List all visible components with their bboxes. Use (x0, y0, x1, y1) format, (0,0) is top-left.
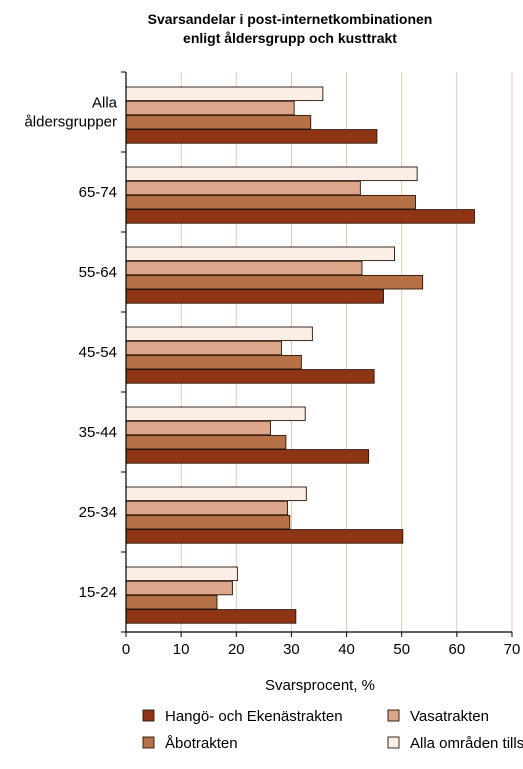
category-label-1-0: 65-74 (79, 184, 117, 201)
category-label-2-0: 55-64 (79, 264, 117, 281)
bar-6-2 (125, 594, 218, 610)
bar-0-1 (125, 100, 295, 116)
bar-6-0 (125, 566, 238, 582)
bar-1-2 (125, 194, 416, 210)
legend-label-1-0: Åbotrakten (165, 735, 238, 752)
legend-label-0-1: Vasatrakten (410, 708, 489, 725)
bar-5-3 (125, 529, 404, 544)
category-label-0-0: Alla (92, 95, 118, 112)
bar-4-3 (125, 449, 370, 464)
bar-2-3 (125, 289, 384, 304)
bar-4-2 (125, 434, 287, 450)
bar-5-2 (125, 514, 291, 530)
bar-1-0 (125, 166, 418, 182)
plot-area: Alla åldersgrupper 65-74 55-64 45-54 35-44 25-… (24, 71, 521, 658)
legend-swatch-0-0 (142, 709, 155, 722)
category-label-0-1: åldersgrupper (24, 114, 117, 131)
category-label-5-0: 25-34 (79, 504, 117, 521)
x-tick-label-20: 20 (228, 641, 245, 658)
x-tick-label-40: 40 (338, 641, 355, 658)
bar-2-1 (125, 260, 363, 276)
legend-swatch-1-1 (387, 736, 400, 749)
legend-label-0-0: Hangö- och Ekenästrakten (165, 708, 343, 725)
bar-3-1 (125, 340, 282, 356)
category-label-6-0: 15-24 (79, 584, 117, 601)
legend: Hangö- och Ekenästrakten Vasatrakten Åbotr… (142, 708, 523, 752)
legend-label-1-1: Alla områden tillsammans (410, 735, 523, 752)
x-tick-label-60: 60 (449, 641, 466, 658)
bar-5-1 (125, 500, 289, 516)
x-axis-label: Svarsprocent, % (265, 677, 375, 694)
legend-swatch-1-0 (142, 736, 155, 749)
x-tick-label-30: 30 (283, 641, 300, 658)
chart-title-line-2: enligt åldersgrupp och kusttrakt (183, 30, 397, 46)
x-tick-label-0: 0 (122, 641, 130, 658)
bar-4-1 (125, 420, 271, 436)
bar-0-2 (125, 114, 312, 130)
bar-6-1 (125, 580, 233, 596)
bar-1-3 (125, 209, 475, 224)
x-tick-label-70: 70 (504, 641, 521, 658)
bar-2-2 (125, 274, 424, 290)
x-tick-label-10: 10 (173, 641, 190, 658)
bar-3-0 (125, 326, 313, 342)
chart-title-line-1: Svarsandelar i post-internetkombinatione… (148, 11, 433, 27)
bar-0-3 (125, 129, 378, 144)
category-label-4-0: 35-44 (79, 424, 117, 441)
legend-swatch-0-1 (387, 709, 400, 722)
x-tick-label-50: 50 (393, 641, 410, 658)
bar-1-1 (125, 180, 361, 196)
bar-3-2 (125, 354, 302, 370)
bar-6-3 (125, 609, 297, 624)
bar-0-0 (125, 86, 324, 102)
category-label-3-0: 45-54 (79, 344, 117, 361)
bar-4-0 (125, 406, 306, 422)
bar-3-3 (125, 369, 375, 384)
bar-5-0 (125, 486, 307, 502)
bar-2-0 (125, 246, 395, 262)
